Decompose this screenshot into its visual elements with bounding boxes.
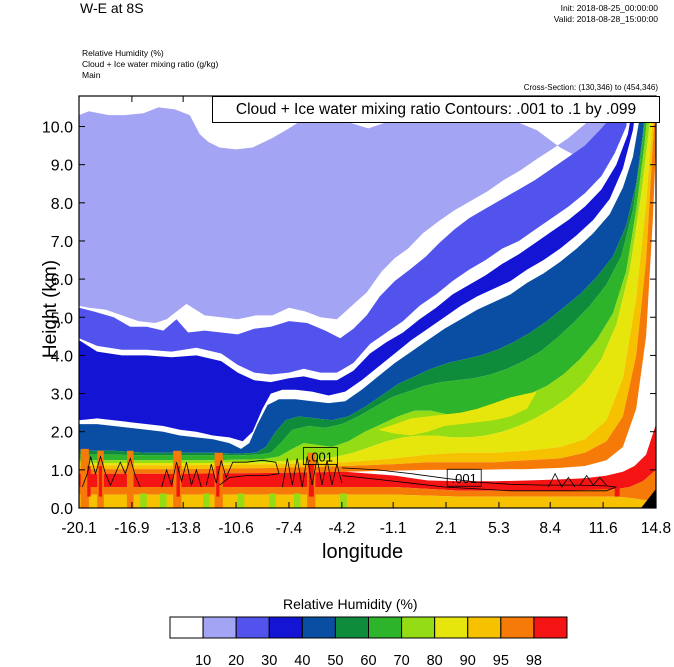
- cloud-contour-0: [81, 455, 141, 488]
- colorbar-swatch-5: [334, 616, 369, 639]
- colorbar-level-1: 20: [228, 653, 244, 667]
- x-tick-label-10: 11.6: [589, 520, 618, 537]
- colorbar-swatch-7: [401, 616, 436, 639]
- colorbar-swatch-10: [500, 616, 535, 639]
- x-tick-label-9: 8.4: [539, 520, 561, 537]
- colorbar-swatch-6: [368, 616, 403, 639]
- x-tick-label-3: -10.6: [218, 520, 253, 537]
- colorbar-level-0: 10: [195, 653, 211, 667]
- x-axis-label: longitude: [322, 541, 404, 563]
- y-tick-label-6: 6.0: [51, 272, 73, 289]
- x-tick-label-2: -13.8: [165, 520, 200, 537]
- y-tick-label-7: 7.0: [51, 234, 73, 251]
- rh-band-9: [79, 96, 656, 470]
- field-label-cloud: Cloud + Ice water mixing ratio (g/kg): [82, 59, 219, 69]
- colorbar-level-9: 95: [493, 653, 509, 667]
- colorbar-title: Relative Humidity (%): [283, 596, 418, 612]
- colorbar-swatch-0: [169, 616, 204, 639]
- init-time: Init: 2018-08-25_00:00:00: [560, 3, 658, 13]
- y-tick-label-3: 3.0: [51, 387, 73, 404]
- rh-patch-14: [98, 466, 103, 497]
- colorbar-swatch-8: [434, 616, 469, 639]
- cloud-contour-5: [548, 472, 576, 488]
- chart-title: W-E at 8S: [80, 0, 144, 16]
- rh-patch-12: [340, 493, 347, 508]
- rh-patch-7: [160, 493, 167, 508]
- rh-band-5: [79, 96, 650, 461]
- rh-band-0: [79, 96, 623, 323]
- cloud-contour-3: [282, 456, 343, 488]
- y-tick-label-5: 5.0: [51, 310, 73, 327]
- y-axis-label: Height (km): [40, 259, 62, 359]
- rh-band-4: [79, 96, 648, 456]
- cloud-contour-1: [161, 462, 202, 488]
- contour-info-box: Cloud + Ice water mixing ratio Contours:…: [212, 96, 660, 123]
- rh-band-12: [79, 424, 656, 491]
- colorbar-level-6: 70: [394, 653, 410, 667]
- colorbar-swatch-1: [202, 616, 237, 639]
- rh-band-8: [79, 96, 655, 466]
- contour-label-box-1: [446, 468, 482, 487]
- rh-patch-6: [140, 493, 147, 508]
- colorbar-level-4: 50: [327, 653, 343, 667]
- colorbar-level-5: 60: [360, 653, 376, 667]
- colorbar-swatch-9: [467, 616, 502, 639]
- colorbar-level-3: 40: [294, 653, 310, 667]
- colorbar-swatch-3: [268, 616, 303, 639]
- x-tick-label-5: -4.2: [329, 520, 356, 537]
- colorbar-level-10: 98: [526, 653, 542, 667]
- colorbar-swatch-4: [301, 616, 336, 639]
- y-tick-label-10: 10.0: [42, 120, 73, 137]
- colorbar-swatch-11: [533, 616, 568, 639]
- cloud-contour-2: [205, 459, 280, 486]
- y-tick-label-9: 9.0: [51, 158, 73, 175]
- field-label-main: Main: [82, 70, 101, 80]
- y-tick-label-4: 4.0: [51, 348, 73, 365]
- x-tick-label-0: -20.1: [61, 520, 96, 537]
- field-label-rh: Relative Humidity (%): [82, 48, 164, 58]
- rh-patch-18: [614, 477, 620, 497]
- rh-patch-8: [203, 493, 210, 508]
- colorbar-swatch-2: [235, 616, 270, 639]
- x-tick-label-8: 5.3: [488, 520, 510, 537]
- x-tick-label-1: -16.9: [114, 520, 149, 537]
- rh-patch-15: [176, 466, 180, 497]
- x-tick-label-4: -7.4: [276, 520, 303, 537]
- rh-field: .001 .001: [79, 96, 656, 508]
- rh-patch-0: [80, 448, 89, 508]
- rh-patch-9: [237, 493, 245, 508]
- rh-band-2: [79, 96, 638, 442]
- rh-band-1: [79, 96, 632, 375]
- contour-label-1: .001: [452, 471, 477, 486]
- rh-patch-19: [641, 488, 656, 508]
- y-tick-label-1: 1.0: [51, 463, 73, 480]
- cross-section-label: Cross-Section: (130,346) to (454,346): [523, 83, 658, 92]
- x-tick-label-7: 2.1: [435, 520, 457, 537]
- rh-patch-13: [87, 466, 91, 497]
- rh-patch-10: [269, 493, 276, 508]
- colorbar-level-8: 90: [460, 653, 476, 667]
- rh-band-11: [416, 469, 554, 479]
- rh-patch-11: [293, 493, 301, 508]
- x-tick-label-11: 14.8: [641, 520, 671, 537]
- cloud-contour-4: [341, 467, 617, 492]
- valid-time: Valid: 2018-08-28_15:00:00: [553, 14, 658, 24]
- rh-band-7: [378, 391, 537, 436]
- rh-band-13: [79, 469, 656, 501]
- colorbar-level-7: 80: [427, 653, 443, 667]
- y-tick-label-0: 0.0: [51, 501, 73, 518]
- rh-band-14: [79, 494, 656, 508]
- y-tick-label-8: 8.0: [51, 196, 73, 213]
- contour-label-0: .001: [308, 450, 333, 465]
- colorbar-level-2: 30: [261, 653, 277, 667]
- contour-label-box-0: [302, 447, 338, 465]
- y-tick-label-2: 2.0: [51, 425, 73, 442]
- cloud-contour-6: [579, 474, 607, 486]
- x-tick-label-6: -1.1: [380, 520, 407, 537]
